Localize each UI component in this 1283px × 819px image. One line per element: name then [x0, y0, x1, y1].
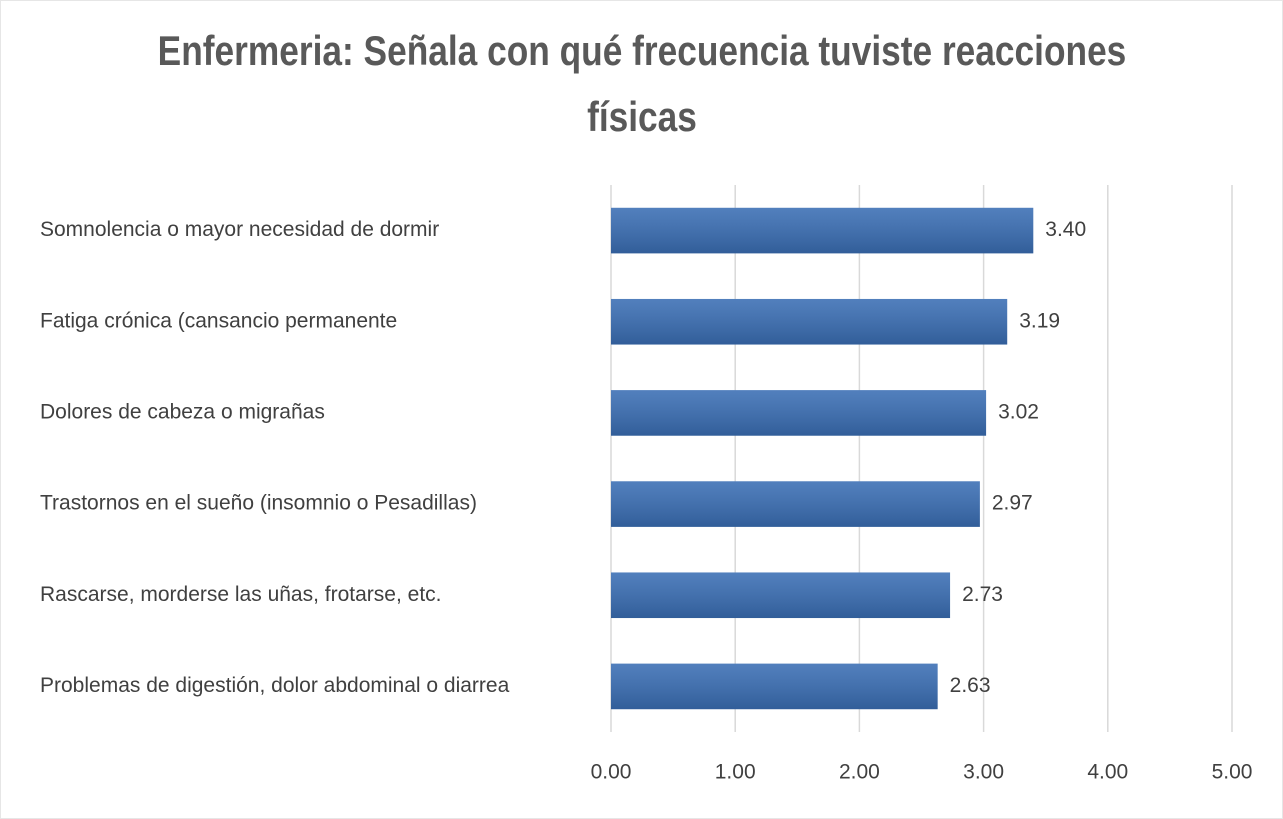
x-tick-label: 4.00 — [1087, 761, 1128, 784]
x-tick-label: 3.00 — [963, 761, 1004, 784]
bar-shade — [611, 481, 980, 527]
bar-shade — [611, 572, 951, 619]
value-label: 2.97 — [992, 492, 1033, 515]
bar-shade — [611, 663, 938, 710]
x-tick-label: 0.00 — [591, 761, 632, 784]
value-label: 2.63 — [950, 674, 991, 697]
y-tick-label: Fatiga crónica (cansancio permanente — [40, 309, 397, 332]
y-tick-label: Rascarse, morderse las uñas, frotarse, e… — [40, 583, 442, 606]
x-tick-label: 5.00 — [1212, 761, 1253, 784]
y-tick-label: Dolores de cabeza o migrañas — [40, 400, 325, 423]
y-tick-label: Trastornos en el sueño (insomnio o Pesad… — [40, 492, 477, 515]
x-tick-label: 1.00 — [715, 761, 756, 784]
x-tick-label: 2.00 — [839, 761, 880, 784]
y-tick-label: Somnolencia o mayor necesidad de dormir — [40, 218, 439, 241]
value-label: 3.02 — [998, 400, 1039, 423]
bar-shade — [611, 298, 1008, 345]
chart-title: Enfermeria: Señala con qué frecuencia tu… — [157, 27, 1127, 140]
bar-shade — [611, 390, 987, 436]
y-tick-label: Problemas de digestión, dolor abdominal … — [40, 674, 510, 697]
value-label: 2.73 — [962, 583, 1003, 606]
value-label: 3.40 — [1045, 218, 1086, 241]
bar-shade — [611, 207, 1034, 254]
value-label: 3.19 — [1019, 309, 1060, 332]
